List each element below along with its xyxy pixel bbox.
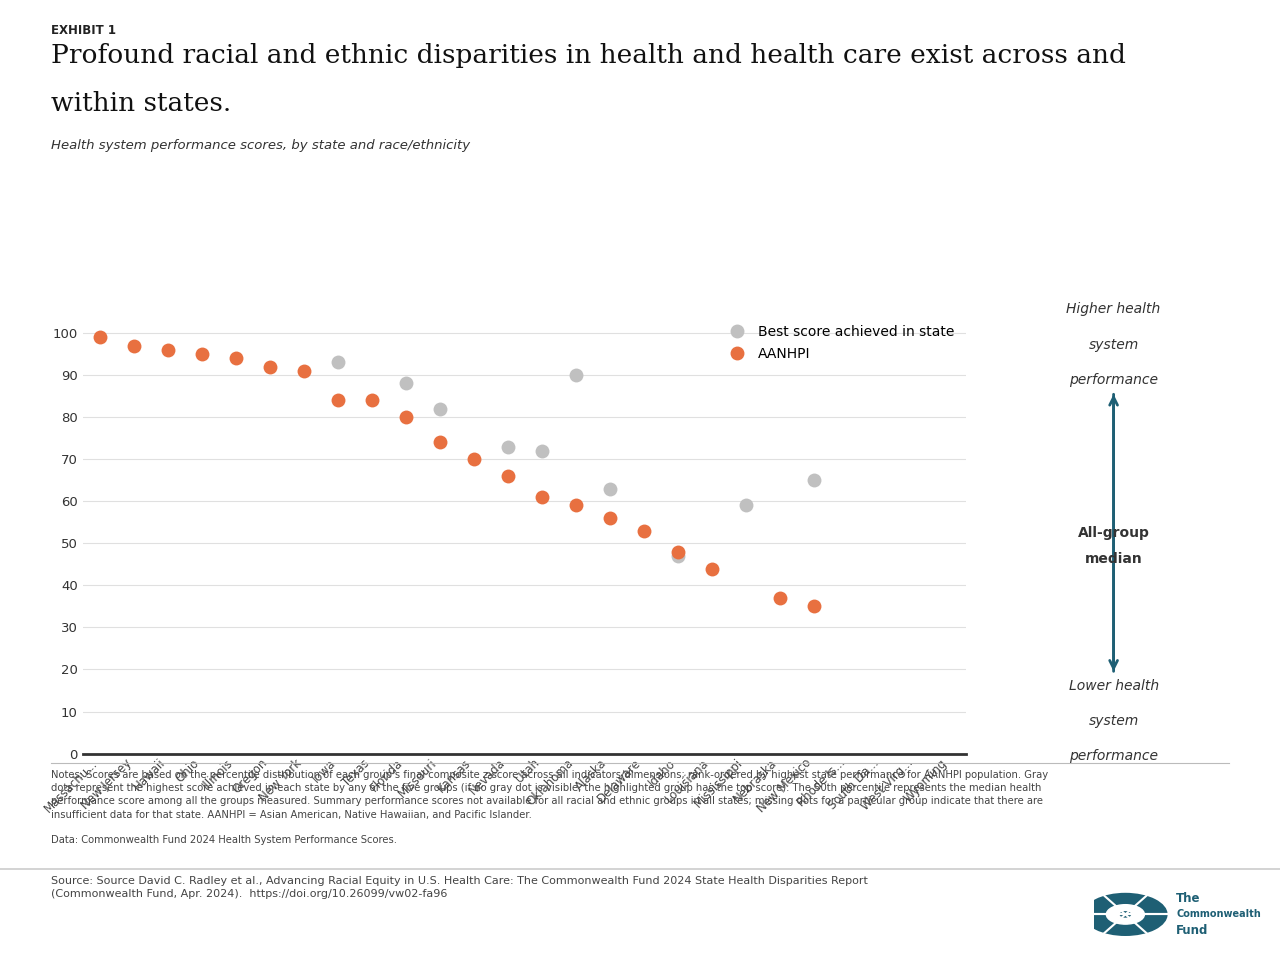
Point <box>599 481 620 496</box>
Text: Data: Commonwealth Fund 2024 Health System Performance Scores.: Data: Commonwealth Fund 2024 Health Syst… <box>51 835 397 845</box>
Text: Profound racial and ethnic disparities in health and health care exist across an: Profound racial and ethnic disparities i… <box>51 43 1126 68</box>
Text: Notes: Scores are based on the percentile distribution of each group's final com: Notes: Scores are based on the percentil… <box>51 770 1048 820</box>
Text: The: The <box>1176 892 1201 905</box>
Text: system: system <box>1088 714 1139 728</box>
Text: Higher health: Higher health <box>1066 302 1161 317</box>
Point <box>328 393 348 408</box>
Point <box>667 548 687 564</box>
Point <box>90 329 110 345</box>
Point <box>260 359 280 374</box>
Point <box>430 435 451 450</box>
Point <box>804 599 824 614</box>
Text: Fund: Fund <box>1176 924 1208 937</box>
Text: median: median <box>1084 552 1143 566</box>
Text: Source: Source David C. Radley et al., Advancing Racial Equity in U.S. Health Ca: Source: Source David C. Radley et al., A… <box>51 876 868 899</box>
Point <box>701 561 722 576</box>
Point <box>498 468 518 484</box>
Point <box>293 363 314 378</box>
Text: within states.: within states. <box>51 91 232 116</box>
Text: Commonwealth: Commonwealth <box>1176 909 1261 920</box>
Text: performance: performance <box>1069 749 1158 763</box>
Point <box>225 350 246 366</box>
Text: Health system performance scores, by state and race/ethnicity: Health system performance scores, by sta… <box>51 139 470 153</box>
Point <box>157 342 178 357</box>
Legend: Best score achieved in state, AANHPI: Best score achieved in state, AANHPI <box>717 319 960 367</box>
Point <box>531 490 552 505</box>
Point <box>396 375 416 391</box>
Point <box>362 393 383 408</box>
Text: system: system <box>1088 338 1139 351</box>
Point <box>430 401 451 417</box>
Point <box>498 439 518 454</box>
Circle shape <box>1120 912 1130 917</box>
Text: Lower health: Lower health <box>1069 679 1158 692</box>
Point <box>566 498 586 514</box>
Point <box>804 472 824 488</box>
Point <box>667 544 687 560</box>
Point <box>124 338 145 353</box>
Point <box>192 347 212 362</box>
Point <box>566 368 586 383</box>
Circle shape <box>1106 904 1144 924</box>
Point <box>634 523 654 539</box>
Point <box>735 498 755 514</box>
Point <box>599 511 620 526</box>
Text: performance: performance <box>1069 373 1158 387</box>
Circle shape <box>1083 893 1167 936</box>
Point <box>531 444 552 459</box>
Text: All-group: All-group <box>1078 526 1149 540</box>
Point <box>396 410 416 425</box>
Point <box>769 590 790 606</box>
Point <box>463 451 484 467</box>
Text: EXHIBIT 1: EXHIBIT 1 <box>51 24 116 37</box>
Point <box>328 355 348 371</box>
